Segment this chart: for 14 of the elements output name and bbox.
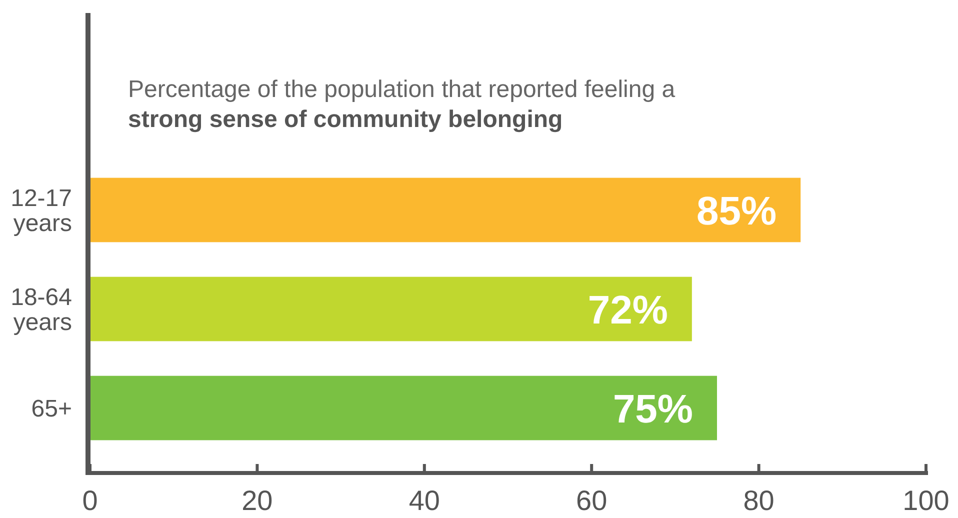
data-label: 75% (612, 387, 693, 432)
chart-subtitle: strong sense of community belonging (128, 106, 563, 133)
x-tick-label: 40 (408, 485, 440, 516)
chart-title: Percentage of the population that reported feeling a (128, 76, 676, 103)
data-label: 85% (696, 189, 777, 234)
data-label: 72% (588, 288, 668, 332)
x-tick-label: 100 (902, 485, 950, 516)
y-tick-label: 65+ (31, 396, 72, 423)
x-tick-label: 80 (743, 485, 774, 516)
x-tick-label: 0 (82, 485, 98, 516)
x-tick-label: 20 (242, 485, 273, 516)
x-tick-label: 60 (576, 485, 608, 516)
y-tick-label: 12-17 years (10, 185, 72, 238)
y-tick-label: 18-64 years (10, 284, 72, 336)
